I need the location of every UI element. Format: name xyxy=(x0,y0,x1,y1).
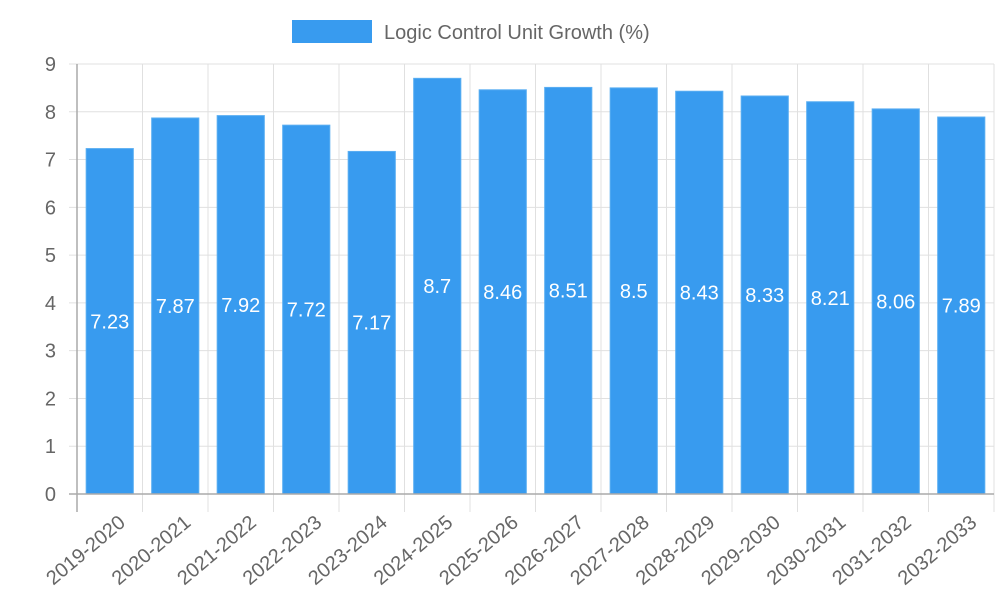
y-tick-label: 0 xyxy=(45,484,56,506)
bar-2032-2033[interactable] xyxy=(937,116,986,495)
y-tick-label: 8 xyxy=(45,102,56,124)
bar-2026-2027[interactable] xyxy=(544,86,593,495)
data-label: 7.17 xyxy=(352,313,391,335)
y-axis-ticks: 0 1 2 3 4 5 6 7 8 9 xyxy=(45,54,56,506)
bar-2022-2023[interactable] xyxy=(282,124,331,495)
data-label: 7.72 xyxy=(287,300,326,322)
y-tick-label: 6 xyxy=(45,197,56,219)
data-label: 8.51 xyxy=(549,281,588,303)
bar-2031-2032[interactable] xyxy=(871,108,920,495)
y-tick-label: 5 xyxy=(45,245,56,267)
bars xyxy=(85,77,986,495)
y-tick-label: 9 xyxy=(45,54,56,76)
bar-2023-2024[interactable] xyxy=(347,150,396,495)
bar-2029-2030[interactable] xyxy=(740,95,789,495)
data-label: 8.5 xyxy=(620,281,648,303)
y-tick-label: 2 xyxy=(45,388,56,410)
gridlines xyxy=(69,63,995,512)
data-label: 8.33 xyxy=(745,285,784,307)
bar-2019-2020[interactable] xyxy=(85,148,134,495)
data-label: 8.46 xyxy=(483,282,522,304)
y-tick-label: 4 xyxy=(45,293,56,315)
bar-2024-2025[interactable] xyxy=(413,77,462,495)
legend[interactable]: Logic Control Unit Growth (%) xyxy=(292,20,650,44)
data-label: 7.92 xyxy=(221,295,260,317)
legend-label: Logic Control Unit Growth (%) xyxy=(384,22,650,44)
data-label: 8.43 xyxy=(680,283,719,305)
bar-2027-2028[interactable] xyxy=(609,87,658,495)
data-label: 8.06 xyxy=(876,291,915,313)
axes xyxy=(69,64,994,512)
bar-2025-2026[interactable] xyxy=(478,89,527,495)
y-tick-label: 3 xyxy=(45,341,56,363)
data-label: 8.7 xyxy=(423,276,451,298)
y-tick-label: 1 xyxy=(45,436,56,458)
data-label: 8.21 xyxy=(811,288,850,310)
x-axis-ticks: 2019-20202020-20212021-20222022-20232023… xyxy=(42,511,981,589)
data-label: 7.87 xyxy=(156,296,195,318)
data-label: 7.23 xyxy=(90,311,129,333)
data-label: 7.89 xyxy=(942,296,981,318)
legend-swatch xyxy=(292,20,372,43)
y-tick-label: 7 xyxy=(45,150,56,172)
data-labels: 7.23 7.87 7.92 7.72 7.17 8.7 8.46 8.51 8.5 8.43 8.… xyxy=(90,276,980,335)
